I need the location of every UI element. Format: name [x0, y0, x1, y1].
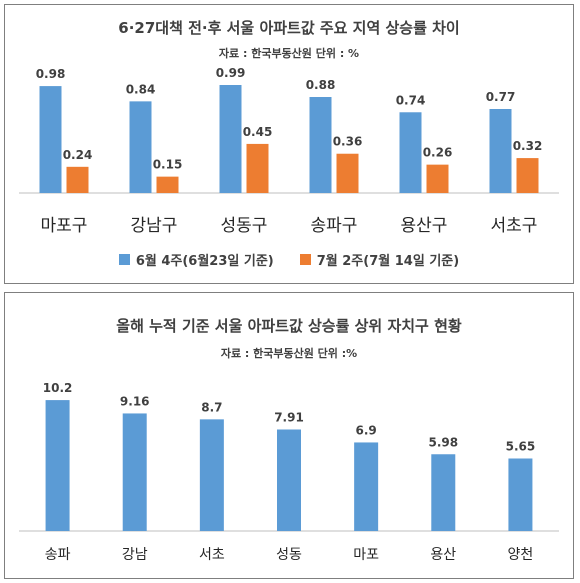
data-label-6: 5.65: [506, 439, 536, 453]
x-tick-label-1: 강남: [122, 547, 148, 563]
data-label-series-1-2: 0.99: [216, 66, 246, 80]
chart-panel-1: 6·27대책 전·후 서울 아파트값 주요 지역 상승률 차이 자료 : 한국부…: [4, 4, 574, 284]
bar-2: [199, 419, 224, 531]
data-label-4: 6.9: [356, 423, 377, 437]
bar-series-1-2: [219, 85, 242, 193]
x-tick-label-0: 마포구: [41, 216, 88, 236]
data-label-series-2-4: 0.26: [423, 146, 453, 160]
data-label-series-2-5: 0.32: [513, 139, 543, 153]
legend-item-series-1: 6월 4주(6월23일 기준): [118, 250, 274, 269]
bar-series-1-4: [399, 112, 422, 193]
bar-series-2-5: [516, 158, 539, 193]
bar-series-2-2: [246, 143, 269, 193]
bar-5: [431, 454, 456, 531]
data-label-2: 8.7: [201, 400, 222, 414]
chart-1-title: 6·27대책 전·후 서울 아파트값 주요 지역 상승률 차이: [118, 19, 460, 37]
chart-panel-2: 올해 누적 기준 서울 아파트값 상승률 상위 자치구 현황 자료 : 한국부동…: [4, 292, 574, 579]
x-tick-label-6: 양천: [508, 547, 534, 563]
data-label-series-1-1: 0.84: [126, 82, 156, 96]
chart-1-plot: 0.98 0.24 마포구 0.84 0.15 강남구 0.99 0.45 성동구 0.88 0.3…: [19, 66, 559, 236]
x-tick-label-3: 성동: [276, 547, 302, 563]
chart-1-source: 자료 : 한국부동산원 단위 : %: [218, 47, 360, 60]
x-tick-label-4: 용산구: [401, 216, 448, 236]
legend-swatch-series-1: [118, 254, 130, 265]
x-tick-label-4: 마포: [353, 547, 379, 563]
bar-series-2-0: [66, 166, 89, 193]
data-label-series-2-0: 0.24: [63, 148, 93, 162]
bar-series-2-1: [156, 176, 179, 193]
bar-series-1-5: [489, 109, 512, 193]
legend-swatch-series-2: [299, 254, 311, 265]
data-label-series-1-3: 0.88: [306, 78, 336, 92]
data-label-1: 9.16: [120, 394, 150, 408]
x-tick-label-5: 서초구: [491, 216, 538, 236]
bar-3: [277, 429, 301, 531]
data-label-3: 7.91: [274, 410, 304, 424]
data-label-5: 5.98: [428, 435, 458, 449]
data-label-series-1-5: 0.77: [486, 90, 516, 104]
data-label-0: 10.2: [43, 381, 73, 395]
data-label-series-2-1: 0.15: [153, 158, 183, 172]
bar-1: [122, 413, 147, 531]
bar-series-2-3: [336, 153, 359, 193]
bar-4: [354, 442, 379, 531]
chart-2-source: 자료 : 한국부동산원 단위 :%: [220, 347, 358, 360]
chart-1-legend: 6월 4주(6월23일 기준) 7월 2주(7월 14일 기준): [5, 250, 573, 269]
x-tick-label-2: 서초: [199, 547, 225, 563]
x-tick-label-3: 송파구: [311, 216, 358, 236]
x-tick-label-1: 강남구: [131, 216, 178, 236]
x-tick-label-0: 송파: [45, 547, 71, 563]
legend-label-series-1: 6월 4주(6월23일 기준): [135, 254, 274, 269]
data-label-series-1-4: 0.74: [396, 93, 426, 107]
chart-2-plot: 10.2 송파 9.16 강남 8.7 서초 7.91 성동 6.9 마포 5.98 용산 5.65 양천: [19, 381, 559, 563]
bar-6: [508, 458, 533, 531]
data-label-series-2-2: 0.45: [243, 125, 273, 139]
data-label-series-2-3: 0.36: [333, 135, 363, 149]
x-tick-label-2: 성동구: [221, 216, 268, 236]
legend-label-series-2: 7월 2주(7월 14일 기준): [316, 254, 460, 269]
x-tick-label-5: 용산: [430, 547, 456, 563]
data-label-series-1-0: 0.98: [36, 67, 66, 81]
bar-series-1-3: [309, 97, 332, 193]
bar-0: [45, 400, 70, 531]
bar-series-1-0: [39, 86, 62, 193]
legend-item-series-2: 7월 2주(7월 14일 기준): [299, 250, 460, 269]
bar-series-1-1: [129, 101, 152, 193]
bar-series-2-4: [426, 164, 449, 193]
chart-2-title: 올해 누적 기준 서울 아파트값 상승률 상위 자치구 현황: [116, 317, 462, 335]
